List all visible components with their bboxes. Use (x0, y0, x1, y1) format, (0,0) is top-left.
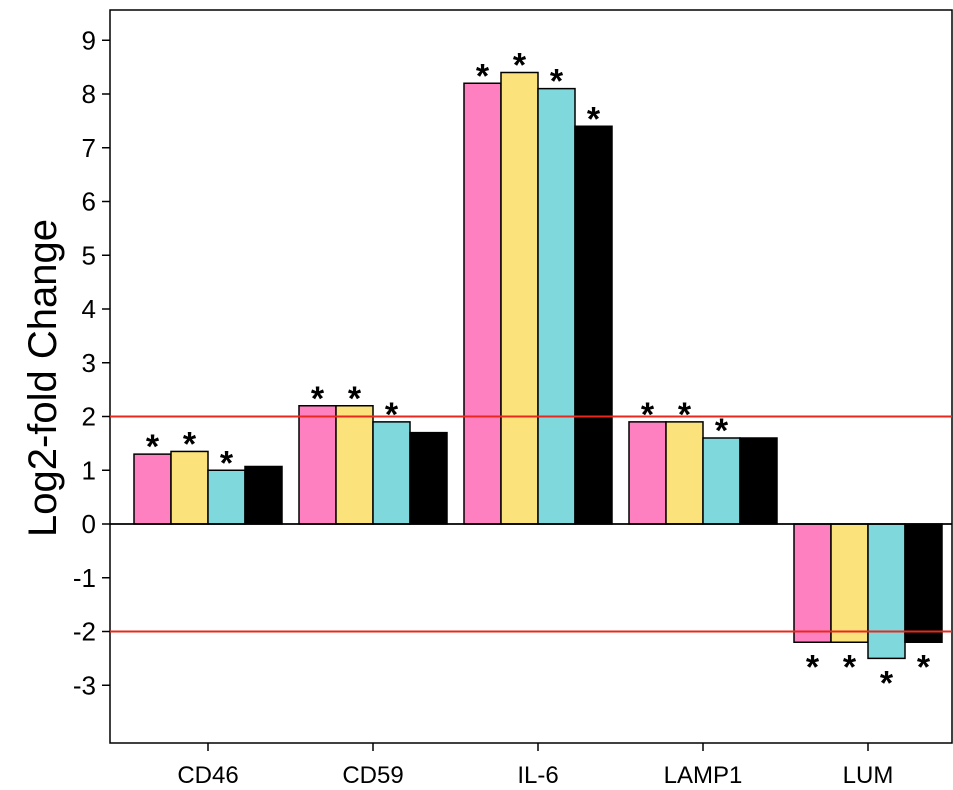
significance-star: * (220, 444, 234, 482)
significance-star: * (183, 425, 197, 463)
significance-star: * (917, 648, 931, 686)
bar (904, 523, 943, 643)
category-label: IL-6 (517, 762, 558, 789)
bar (409, 431, 448, 525)
bar (702, 437, 741, 525)
y-tick-label: -3 (73, 670, 96, 700)
significance-star: * (146, 428, 160, 466)
significance-star: * (385, 396, 399, 434)
bar (739, 437, 778, 525)
y-tick-label: -1 (73, 563, 96, 593)
significance-star: * (587, 100, 601, 138)
y-tick-label: 5 (82, 240, 96, 270)
bar (244, 465, 283, 525)
bar (665, 421, 704, 525)
y-tick-label: 9 (82, 25, 96, 55)
bar (207, 469, 246, 525)
y-tick-label: 6 (82, 187, 96, 217)
significance-star: * (476, 57, 490, 95)
bar (793, 523, 832, 643)
significance-star: * (880, 664, 894, 702)
significance-star: * (641, 396, 655, 434)
category-label: LAMP1 (664, 762, 743, 789)
significance-star: * (715, 412, 729, 450)
y-tick-label: 8 (82, 79, 96, 109)
y-tick-label: 3 (82, 348, 96, 378)
category-label: CD59 (342, 762, 403, 789)
category-label: CD46 (177, 762, 238, 789)
bar (298, 405, 337, 525)
significance-star: * (843, 648, 857, 686)
significance-star: * (348, 380, 362, 418)
y-tick-label: 1 (82, 455, 96, 485)
y-tick-label: -2 (73, 617, 96, 647)
y-tick-label: 4 (82, 294, 96, 324)
significance-star: * (806, 648, 820, 686)
bar (335, 405, 374, 525)
bar (500, 71, 539, 525)
plot-border (109, 9, 953, 744)
y-axis-label: Log2-fold Change (21, 219, 65, 537)
bar (628, 421, 667, 525)
bar (372, 421, 411, 525)
bar (463, 82, 502, 525)
bar (537, 87, 576, 525)
significance-star: * (311, 380, 325, 418)
bar (867, 523, 906, 660)
bar (133, 453, 172, 525)
plot-area: -3 -2 -1 0 1 2 3 4 5 6 7 8 9 * * * CD46 * * * CD59 * * * * IL-6 * *… (73, 9, 953, 789)
y-tick-label: 2 (82, 402, 96, 432)
significance-star: * (678, 396, 692, 434)
significance-star: * (513, 47, 527, 85)
y-tick-label: 0 (82, 509, 96, 539)
significance-star: * (550, 63, 564, 101)
category-label: LUM (843, 762, 894, 789)
y-tick-label: 7 (82, 133, 96, 163)
bar (574, 125, 613, 525)
bar (830, 523, 869, 643)
